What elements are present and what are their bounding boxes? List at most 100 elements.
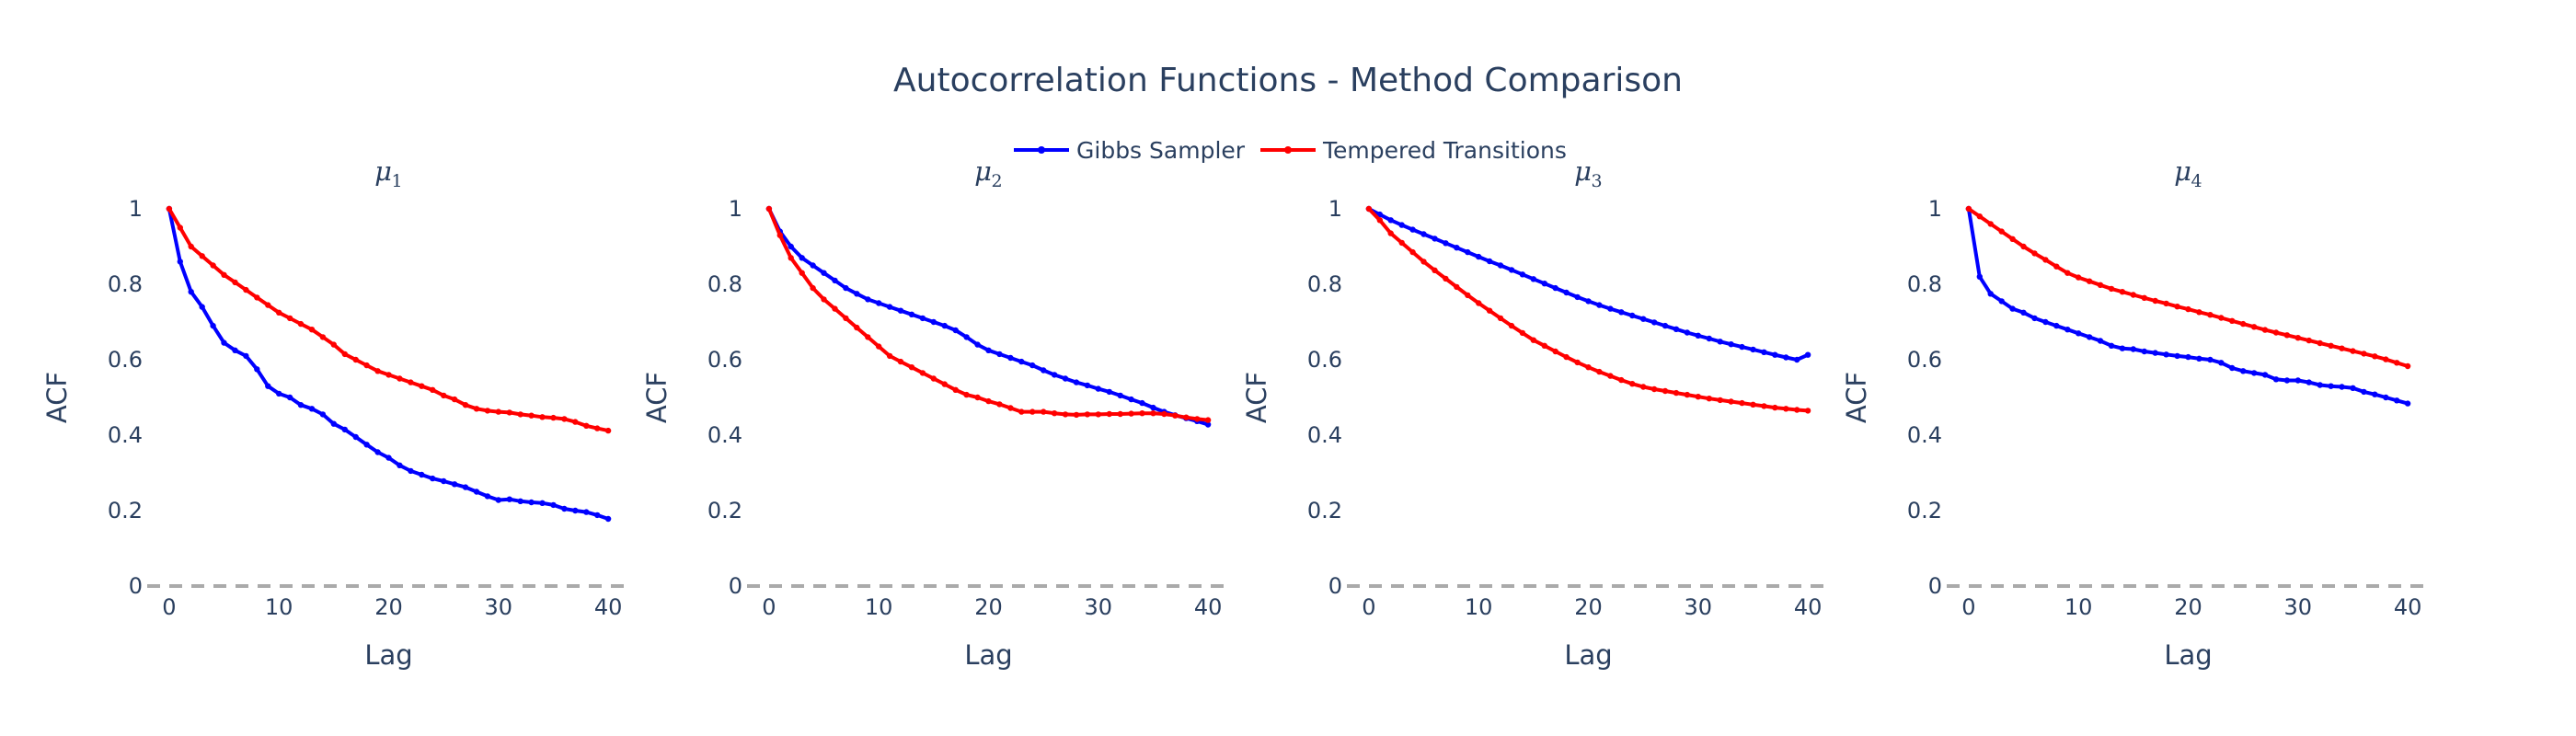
data-point — [2404, 400, 2411, 407]
data-point — [254, 366, 260, 373]
data-point — [1084, 382, 1091, 389]
data-point — [1574, 359, 1581, 366]
data-point — [854, 291, 860, 297]
y-tick-label: 0.8 — [1307, 271, 1342, 297]
y-tick-label: 1 — [129, 196, 143, 222]
data-point — [810, 284, 816, 292]
data-point — [2108, 285, 2115, 293]
series-line — [167, 207, 609, 433]
legend[interactable]: Gibbs Sampler Tempered Transitions — [1014, 137, 1567, 164]
data-point — [1204, 417, 1212, 423]
data-point — [2240, 368, 2247, 374]
legend-item-1[interactable]: Gibbs Sampler — [1014, 137, 1246, 164]
y-tick-label: 0 — [729, 573, 742, 599]
data-point — [985, 347, 992, 353]
data-point — [919, 370, 926, 376]
data-point — [2350, 348, 2356, 354]
panel-title-subscript: 4 — [2191, 171, 2202, 191]
data-point — [2240, 320, 2247, 328]
data-point — [308, 406, 316, 412]
y-tick-label: 0.8 — [707, 271, 742, 297]
legend-marker-1 — [1038, 146, 1045, 154]
data-point — [1409, 248, 1416, 256]
data-point — [495, 497, 501, 503]
data-point — [1530, 337, 1537, 343]
data-point — [2361, 388, 2367, 396]
data-point — [1486, 258, 1493, 265]
data-point — [1420, 259, 1427, 265]
data-point — [765, 205, 773, 213]
series-gibbs-sampler — [1965, 205, 2411, 407]
data-point — [2086, 334, 2093, 340]
data-point — [2097, 338, 2104, 344]
data-point — [1673, 326, 1680, 332]
data-point — [1508, 267, 1515, 273]
data-point — [2119, 345, 2126, 351]
x-axis-title: Lag — [2164, 639, 2212, 671]
data-point — [996, 401, 1003, 408]
legend-item-2[interactable]: Tempered Transitions — [1260, 137, 1567, 164]
data-point — [2294, 377, 2301, 384]
data-point — [2339, 345, 2345, 351]
data-point — [2306, 379, 2312, 385]
x-tick-label: 10 — [2064, 594, 2093, 620]
data-point — [2020, 243, 2027, 250]
data-point — [2163, 351, 2169, 358]
series-tempered-transitions — [1965, 205, 2411, 370]
panel-title: μ — [374, 155, 392, 187]
data-point — [1695, 332, 1702, 339]
x-tick-label: 0 — [162, 594, 176, 620]
data-point — [2361, 351, 2367, 357]
data-point — [408, 467, 414, 475]
data-point — [2130, 292, 2136, 298]
x-tick-label: 10 — [865, 594, 893, 620]
data-point — [2218, 315, 2225, 321]
data-point — [319, 334, 327, 340]
data-point — [1051, 410, 1058, 417]
y-axis-title: ACF — [1841, 372, 1872, 423]
data-point — [1563, 289, 1570, 296]
data-point — [1476, 300, 1482, 306]
data-point — [1662, 322, 1669, 329]
data-point — [177, 224, 183, 231]
data-point — [2339, 384, 2345, 390]
data-point — [166, 205, 173, 213]
data-point — [886, 304, 893, 310]
data-point — [2272, 329, 2280, 336]
data-point — [1783, 406, 1789, 412]
data-point — [865, 334, 871, 340]
data-point — [1018, 408, 1025, 415]
data-point — [2250, 370, 2258, 376]
data-point — [1508, 322, 1515, 329]
series-gibbs-sampler — [166, 205, 612, 523]
data-point — [1717, 397, 1723, 404]
x-tick-label: 40 — [1794, 594, 1823, 620]
data-point — [408, 379, 414, 385]
data-point — [1987, 291, 1994, 297]
data-point — [430, 475, 436, 482]
data-point — [1106, 410, 1113, 418]
data-point — [2383, 356, 2389, 362]
y-tick-label: 0.4 — [108, 422, 143, 448]
data-point — [1794, 356, 1800, 363]
data-point — [2185, 353, 2191, 361]
data-point — [2394, 397, 2400, 404]
data-point — [374, 368, 381, 374]
data-point — [1073, 411, 1080, 419]
data-point — [2185, 305, 2191, 313]
data-point — [2229, 317, 2236, 324]
data-point — [1172, 412, 1179, 419]
series-line — [767, 208, 1209, 427]
data-point — [374, 449, 381, 455]
x-tick-label: 40 — [2394, 594, 2422, 620]
y-tick-label: 0.2 — [108, 498, 143, 523]
data-point — [528, 499, 535, 506]
data-point — [1607, 373, 1614, 379]
x-tick-label: 20 — [974, 594, 1003, 620]
data-point — [1640, 384, 1647, 390]
data-point — [385, 454, 392, 461]
